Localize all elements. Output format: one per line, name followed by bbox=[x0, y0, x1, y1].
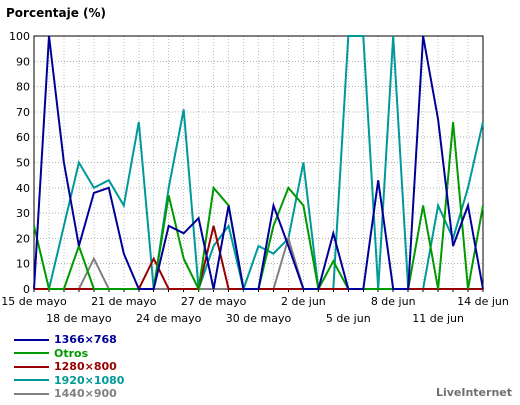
x-tick-label: 8 de jun bbox=[371, 295, 416, 308]
legend-item-1440x900: 1440×900 bbox=[14, 387, 124, 400]
legend-label: 1280×800 bbox=[54, 360, 117, 373]
x-tick-label: 21 de mayo bbox=[91, 295, 157, 308]
x-tick-label: 2 de jun bbox=[281, 295, 326, 308]
y-tick-label: 70 bbox=[16, 106, 30, 119]
line-chart: Porcentaje (%) 0 10 20 30 40 50 60 70 80 90 100 15 d… bbox=[1, 6, 509, 325]
legend-label: Otros bbox=[54, 346, 89, 360]
x-tick-label: 14 de jun bbox=[457, 295, 509, 308]
legend-swatch bbox=[14, 392, 49, 395]
series-line-1366-768 bbox=[33, 35, 484, 290]
y-tick-label: 80 bbox=[16, 81, 30, 94]
x-tick-label: 30 de mayo bbox=[226, 312, 292, 325]
x-tick-label: 5 de jun bbox=[326, 312, 371, 325]
x-tick-label: 11 de jun bbox=[412, 312, 464, 325]
chart-title: Porcentaje (%) bbox=[6, 6, 106, 20]
y-tick-label: 30 bbox=[16, 207, 30, 220]
legend-swatch bbox=[14, 352, 49, 354]
y-tick-label: 90 bbox=[16, 55, 30, 68]
legend-swatch bbox=[14, 379, 49, 381]
y-tick-label: 40 bbox=[16, 182, 30, 195]
x-tick-label: 27 de mayo bbox=[181, 295, 247, 308]
legend-item-otros: Otros bbox=[14, 347, 124, 360]
legend-item-1366x768: 1366×768 bbox=[14, 333, 124, 346]
legend-swatch bbox=[14, 365, 49, 368]
legend-swatch bbox=[14, 338, 49, 341]
y-tick-label: 60 bbox=[16, 131, 30, 144]
y-tick-label: 0 bbox=[23, 283, 30, 296]
x-tick-label: 18 de mayo bbox=[46, 312, 112, 325]
x-tick-label: 24 de mayo bbox=[136, 312, 202, 325]
y-tick-label: 20 bbox=[16, 232, 30, 245]
chart-legend: 1366×768 Otros 1280×800 1920×1080 1440×9… bbox=[14, 333, 124, 401]
y-tick-label: 50 bbox=[16, 157, 30, 170]
y-tick-label: 100 bbox=[9, 30, 30, 43]
legend-label: 1366×768 bbox=[54, 333, 117, 346]
y-tick-label: 10 bbox=[16, 258, 30, 271]
legend-item-1920x1080: 1920×1080 bbox=[14, 374, 124, 387]
legend-label: 1440×900 bbox=[54, 387, 117, 400]
legend-item-1280x800: 1280×800 bbox=[14, 360, 124, 373]
x-tick-label: 15 de mayo bbox=[1, 295, 67, 308]
legend-label: 1920×1080 bbox=[54, 373, 125, 387]
brand-footer: LiveInternet bbox=[435, 386, 512, 399]
